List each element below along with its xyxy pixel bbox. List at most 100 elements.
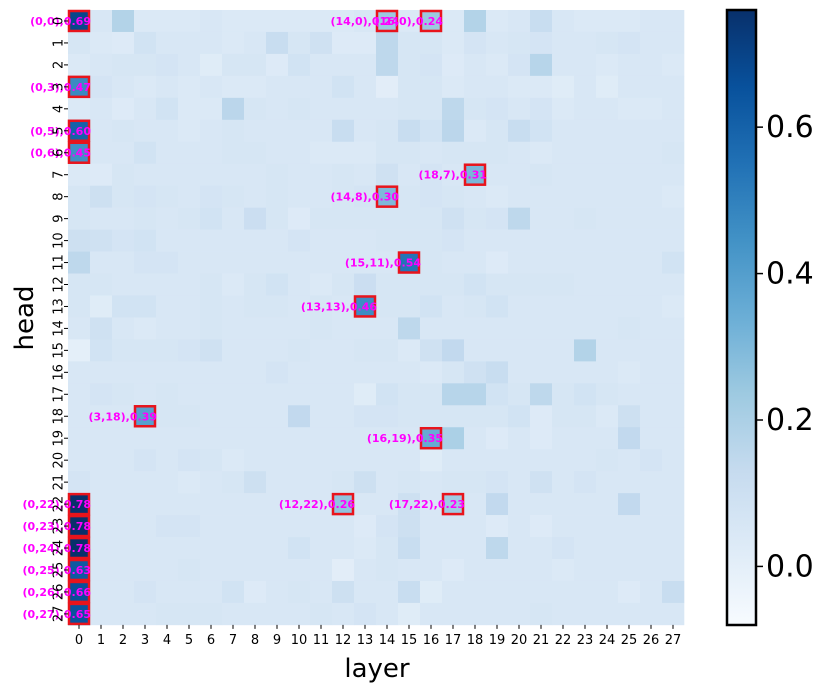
heatmap-cell: [596, 119, 619, 143]
heatmap-cell: [662, 273, 685, 296]
heatmap-cell: [310, 31, 333, 55]
heatmap-cell: [662, 537, 685, 560]
heatmap-cell: [222, 471, 245, 494]
heatmap-cell: [398, 515, 421, 538]
heatmap-cell: [90, 383, 113, 406]
annotation-label: (16,19),0.35: [367, 432, 443, 445]
heatmap-cell: [134, 207, 157, 230]
heatmap-cell: [310, 537, 333, 560]
heatmap-cell: [134, 75, 157, 99]
y-tick-label: 21: [52, 474, 67, 491]
heatmap-cell: [376, 602, 399, 626]
x-tick-label: 5: [185, 633, 193, 648]
heatmap-cell: [376, 537, 399, 560]
heatmap-cell: [266, 97, 289, 121]
annotation-label: (0,5),0.60: [30, 125, 91, 138]
heatmap-cell: [156, 119, 179, 143]
heatmap-cell: [310, 75, 333, 99]
heatmap-cell: [376, 251, 399, 274]
heatmap-cell: [266, 449, 289, 472]
heatmap-cell: [156, 361, 179, 384]
heatmap-cell: [596, 251, 619, 274]
heatmap-cell: [354, 537, 377, 560]
heatmap-cell: [530, 141, 553, 165]
heatmap-cell: [530, 185, 553, 208]
heatmap-cell: [68, 251, 91, 274]
heatmap-cell: [486, 471, 509, 494]
heatmap-cell: [310, 602, 333, 626]
heatmap-cell: [486, 119, 509, 143]
heatmap-cell: [112, 185, 135, 208]
heatmap-cell: [398, 53, 421, 77]
heatmap-cell: [464, 383, 487, 406]
heatmap-cell: [332, 317, 355, 340]
heatmap-cell: [266, 405, 289, 428]
heatmap-cell: [112, 317, 135, 340]
heatmap-cell: [530, 229, 553, 252]
colorbar-ticks: 0.0 0.2 0.4 0.6: [756, 110, 814, 584]
y-axis-label: head: [10, 286, 40, 351]
heatmap-cell: [464, 449, 487, 472]
heatmap-cell: [68, 273, 91, 296]
heatmap-cell: [332, 339, 355, 362]
heatmap-cell: [68, 537, 91, 560]
heatmap-cell: [420, 10, 443, 33]
x-tick-label: 23: [577, 633, 594, 648]
heatmap-cell: [178, 361, 201, 384]
heatmap-cell: [310, 251, 333, 274]
heatmap-cell: [420, 295, 443, 318]
heatmap-cell: [552, 317, 575, 340]
highlight-box: [67, 141, 91, 164]
heatmap-cell: [376, 493, 399, 516]
heatmap-cell: [376, 97, 399, 121]
heatmap-cell: [90, 405, 113, 428]
heatmap-cell: [464, 515, 487, 538]
heatmap-cell: [310, 339, 333, 362]
heatmap-cell: [266, 10, 289, 33]
heatmap-cell: [310, 53, 333, 77]
heatmap-cell: [156, 207, 179, 230]
heatmap-cell: [530, 251, 553, 274]
heatmap-cell: [332, 31, 355, 55]
heatmap-cell: [156, 515, 179, 538]
heatmap-cell: [244, 53, 267, 77]
heatmap-cell: [552, 119, 575, 143]
heatmap-cell: [222, 53, 245, 77]
heatmap-cell: [222, 207, 245, 230]
heatmap-cell: [178, 185, 201, 208]
heatmap-cell: [354, 185, 377, 208]
heatmap-cell: [618, 405, 641, 428]
heatmap-cell: [90, 449, 113, 472]
annotation-label: (0,26),0.66: [22, 586, 91, 599]
heatmap-cell: [552, 361, 575, 384]
heatmap-cell: [486, 75, 509, 99]
heatmap-cell: [464, 97, 487, 121]
heatmap-cell: [398, 97, 421, 121]
heatmap-cell: [662, 493, 685, 516]
heatmap-cell: [288, 31, 311, 55]
heatmap-cell: [662, 31, 685, 55]
colorbar: 0.0 0.2 0.4 0.6: [725, 8, 814, 627]
heatmap-cell: [222, 10, 245, 33]
heatmap-cell: [354, 449, 377, 472]
heatmap-cell: [310, 207, 333, 230]
heatmap-cell: [266, 295, 289, 318]
heatmap-cell: [244, 383, 267, 406]
x-tick-label: 4: [163, 633, 171, 648]
highlight-box: [397, 251, 421, 274]
heatmap-cell: [156, 53, 179, 77]
heatmap-cell: [310, 493, 333, 516]
heatmap-cell: [640, 339, 663, 362]
heatmap-cell: [398, 405, 421, 428]
heatmap-cell: [134, 10, 157, 33]
heatmap-cell: [244, 10, 267, 33]
heatmap-cell: [200, 185, 223, 208]
heatmap-cell: [574, 427, 597, 450]
heatmap-cell: [530, 97, 553, 121]
heatmap-cell: [68, 141, 91, 165]
heatmap-cell: [68, 185, 91, 208]
heatmap-cell: [420, 317, 443, 340]
heatmap-cell: [596, 31, 619, 55]
y-tick-label: 26: [52, 584, 67, 601]
heatmap-cell: [596, 427, 619, 450]
